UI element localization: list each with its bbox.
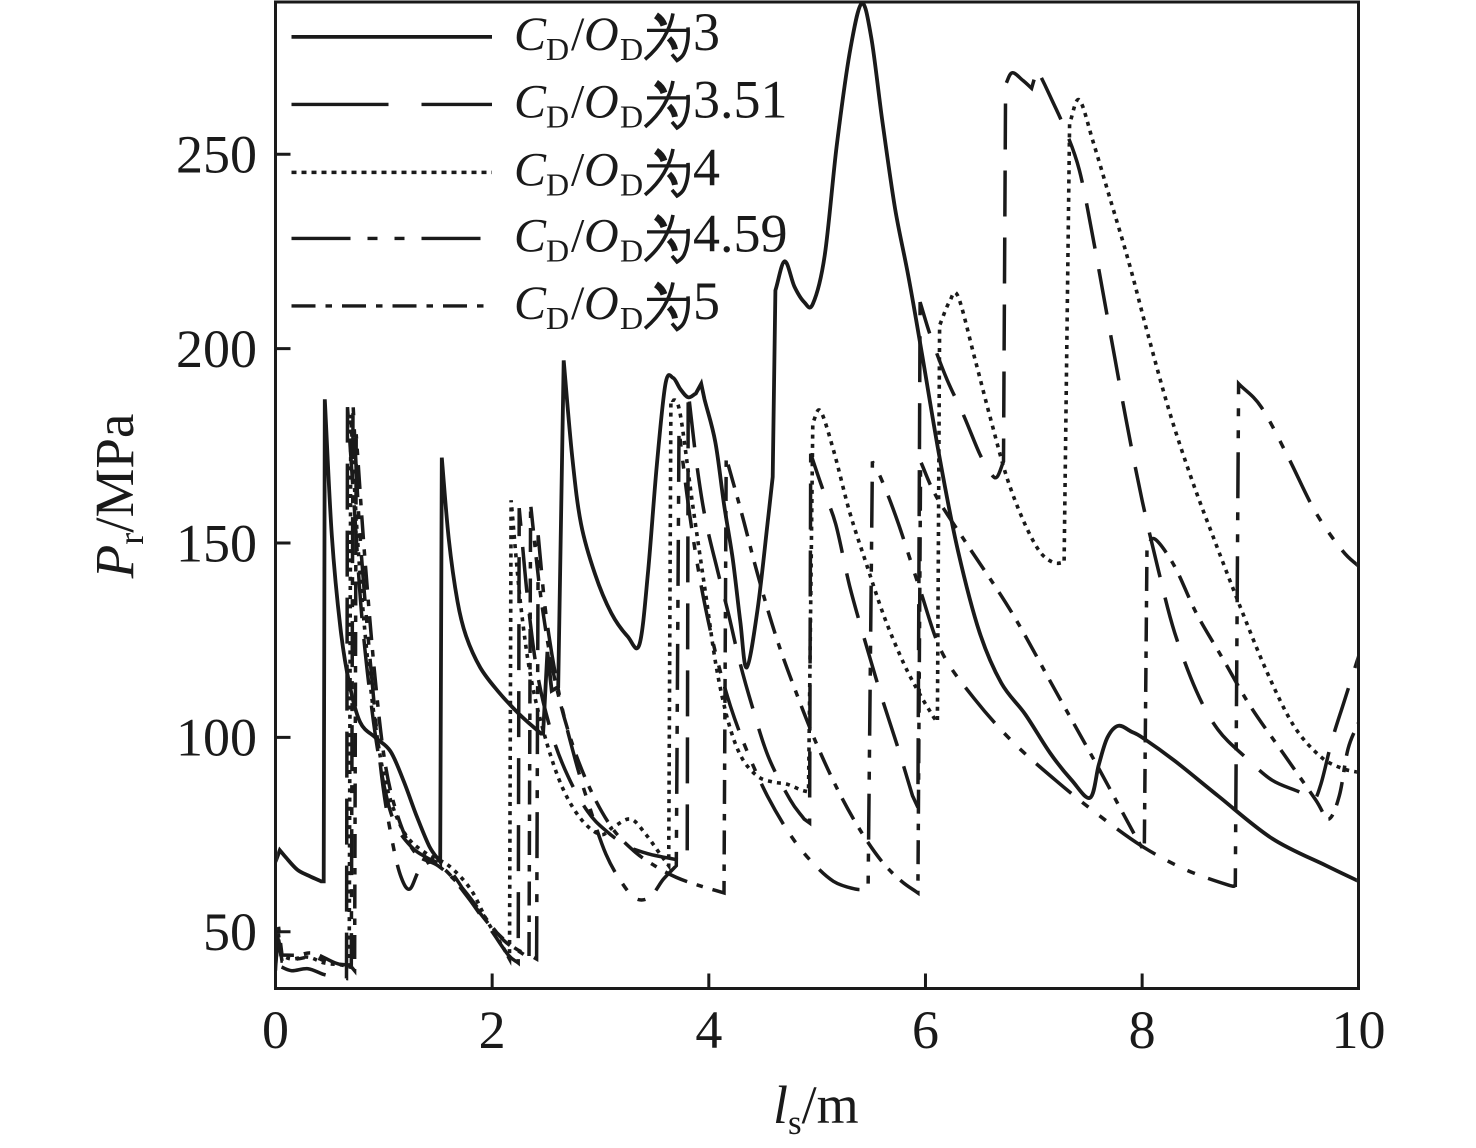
svg-text:O: O <box>584 8 619 61</box>
svg-text:C: C <box>514 75 547 128</box>
svg-text:250: 250 <box>176 125 257 185</box>
svg-text:D: D <box>620 300 643 336</box>
svg-text:C: C <box>514 277 547 330</box>
svg-text:D: D <box>546 232 569 268</box>
svg-text:O: O <box>584 277 619 330</box>
svg-text:O: O <box>584 143 619 196</box>
svg-text:3: 3 <box>693 2 720 62</box>
svg-text:D: D <box>620 166 643 202</box>
svg-text:D: D <box>546 31 569 67</box>
svg-text:100: 100 <box>176 708 257 768</box>
svg-text:D: D <box>546 300 569 336</box>
svg-text:ls/m: ls/m <box>773 1075 859 1142</box>
svg-text:/: / <box>571 75 585 128</box>
svg-text:4: 4 <box>695 1000 722 1060</box>
svg-text:O: O <box>584 75 619 128</box>
svg-text:4.59: 4.59 <box>693 203 788 263</box>
svg-text:2: 2 <box>479 1000 506 1060</box>
svg-text:C: C <box>514 8 547 61</box>
svg-text:/: / <box>571 209 585 262</box>
svg-text:/: / <box>571 143 585 196</box>
svg-text:6: 6 <box>912 1000 939 1060</box>
svg-text:8: 8 <box>1129 1000 1156 1060</box>
svg-text:Pr/MPa: Pr/MPa <box>84 414 151 580</box>
svg-text:D: D <box>620 31 643 67</box>
svg-text:C: C <box>514 143 547 196</box>
svg-text:C: C <box>514 209 547 262</box>
svg-text:0: 0 <box>262 1000 289 1060</box>
svg-text:D: D <box>546 98 569 134</box>
svg-text:/: / <box>571 277 585 330</box>
svg-text:50: 50 <box>203 902 257 962</box>
svg-text:5: 5 <box>693 271 720 331</box>
svg-text:D: D <box>620 98 643 134</box>
svg-text:200: 200 <box>176 319 257 379</box>
svg-text:3.51: 3.51 <box>693 69 788 129</box>
svg-text:150: 150 <box>176 513 257 573</box>
svg-text:10: 10 <box>1332 1000 1386 1060</box>
svg-text:4: 4 <box>693 137 720 197</box>
svg-text:/: / <box>571 8 585 61</box>
svg-text:O: O <box>584 209 619 262</box>
svg-text:D: D <box>620 232 643 268</box>
svg-text:D: D <box>546 166 569 202</box>
